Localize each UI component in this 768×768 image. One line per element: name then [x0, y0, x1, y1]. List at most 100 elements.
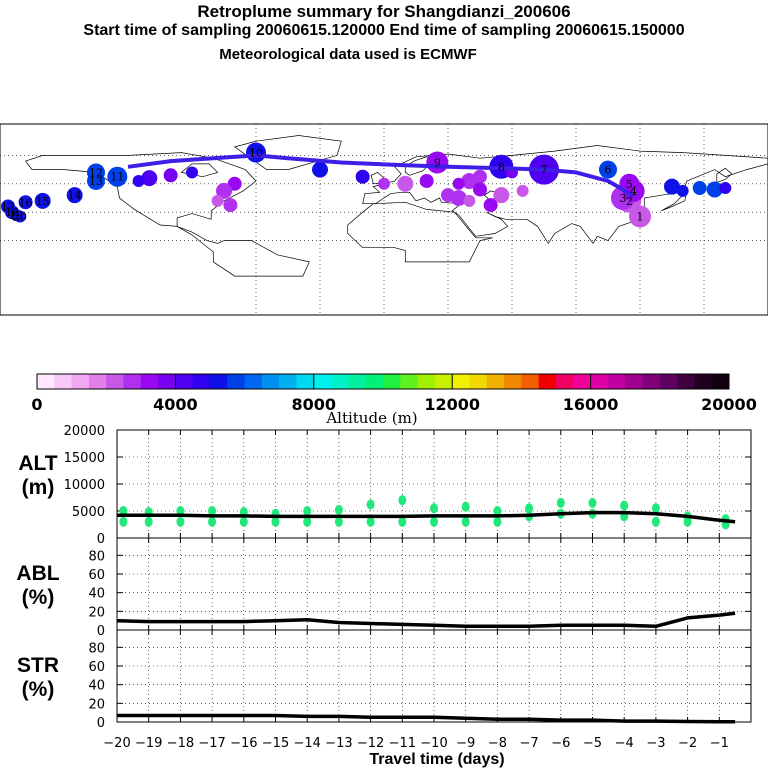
panel-ylabel: (%) [22, 678, 55, 701]
cluster-label: 9 [434, 157, 441, 170]
colorbar-swatch [244, 374, 263, 389]
colorbar-swatch [313, 374, 332, 389]
cluster-label: 6 [605, 164, 612, 177]
colorbar-tick-label: 16000 [563, 395, 619, 414]
alt-cluster-point [461, 501, 470, 512]
cluster-label: 1 [637, 210, 644, 223]
alt-panel: 0 5000 10000 15000 20000 ALT(m) [18, 424, 752, 547]
x-tick-label: −11 [389, 736, 416, 751]
colorbar-swatch [711, 374, 730, 389]
colorbar-tick-labels: 0 4000 8000 12000 16000 20000 [31, 395, 756, 414]
abl-panel: 0 20 40 60 80 ABL(%) [16, 537, 752, 639]
x-tick-label: −18 [167, 736, 194, 751]
colorbar-swatch [210, 374, 228, 389]
colorbar-swatch [37, 374, 55, 389]
colorbar-swatch [504, 374, 522, 389]
cluster-label: 12 [89, 166, 103, 179]
colorbar-swatch [607, 374, 626, 389]
cluster-label: 14 [68, 189, 82, 202]
colorbar-swatch [521, 374, 540, 389]
alt-cluster-point [334, 504, 343, 515]
cluster-label: 2 [626, 195, 633, 208]
x-tick-label: −5 [583, 736, 602, 751]
x-tick-label: −16 [230, 736, 257, 751]
x-tick-label: −3 [646, 736, 665, 751]
colorbar-swatch [88, 374, 107, 389]
x-tick-label: −10 [420, 736, 447, 751]
colorbar-swatch [140, 374, 159, 389]
cluster-circle [66, 187, 83, 204]
alt-cluster-point [176, 516, 185, 527]
y-tick-label: 20 [88, 697, 105, 712]
y-tick-label: 15000 [64, 451, 105, 466]
colorbar-frame [36, 373, 730, 390]
alt-cluster-point [651, 516, 660, 527]
cluster-label: 10 [249, 147, 263, 160]
cluster-circle-small [450, 190, 467, 206]
map-plume-path [127, 153, 635, 199]
alt-cluster-point [366, 516, 375, 527]
colorbar-title: Altitude (m) [325, 409, 417, 427]
colorbar-swatch [261, 374, 280, 389]
colorbar-swatch [400, 374, 419, 389]
y-tick-label: 60 [88, 660, 105, 675]
time-series-panels: 05000100001500020000ALT(m)020406080ABL(%… [16, 424, 752, 768]
cluster-circle-small [378, 177, 390, 190]
panel-ylabel: (m) [22, 476, 55, 499]
alt-cluster-point [556, 497, 565, 508]
colorbar-swatch [158, 374, 176, 389]
y-tick-label: 0 [97, 716, 105, 731]
cluster-label: 3 [619, 192, 626, 205]
colorbar-swatch [175, 374, 194, 389]
colorbar-swatch [677, 374, 695, 389]
cluster-circle-small [706, 181, 723, 198]
x-tick-label: −6 [551, 736, 570, 751]
cluster-label: 18 [5, 206, 19, 219]
series-line [117, 510, 736, 524]
colorbar-swatch [590, 374, 609, 389]
colorbar-swatch [279, 374, 297, 389]
y-tick-label: 60 [88, 568, 105, 583]
alt-cluster-point [620, 500, 629, 511]
alt-cluster-point [303, 506, 312, 516]
cluster-circle-small [186, 166, 198, 179]
x-axis-title: Travel time (days) [369, 751, 504, 768]
colorbar-swatch [54, 374, 73, 389]
alt-cluster-point [366, 499, 375, 510]
alt-cluster-point [144, 516, 153, 527]
x-tick-label: −2 [678, 736, 697, 751]
colorbar-swatch [383, 374, 401, 389]
cluster-circle-small [216, 182, 232, 199]
cluster-label: 20 [13, 210, 27, 223]
coastline [233, 135, 342, 170]
cluster-circle-small [461, 172, 478, 189]
x-tick-label: −4 [615, 736, 634, 751]
cluster-circle-small [664, 178, 680, 195]
panel-ylabel: (%) [22, 586, 55, 609]
cluster-circle [14, 210, 26, 223]
y-tick-label: 0 [97, 532, 105, 547]
alt-cluster-point [651, 503, 660, 514]
panel-frame [116, 629, 752, 723]
panel-ylabel: STR [17, 654, 59, 677]
colorbar-tick-label: 8000 [292, 395, 337, 414]
alt-cluster-point [525, 503, 534, 514]
alt-cluster-point [430, 503, 438, 514]
cluster-circle-small [463, 194, 476, 207]
y-tick-label: 5000 [72, 505, 105, 520]
colorbar-swatch [486, 374, 505, 389]
alt-cluster-point [176, 506, 185, 516]
coastline [176, 226, 310, 277]
x-tick-label: −14 [293, 736, 320, 751]
x-tick-label: −17 [198, 736, 225, 751]
alt-cluster-point [239, 516, 248, 527]
colorbar-swatch [227, 374, 246, 389]
colorbar-swatch [296, 374, 315, 389]
x-tick-label: −1 [710, 736, 729, 751]
colorbar-swatch [625, 374, 643, 389]
cluster-circle-small [132, 174, 145, 187]
cluster-circle-small [397, 175, 414, 192]
cluster-circle-small [419, 173, 434, 188]
x-tick-label: −20 [103, 736, 130, 751]
